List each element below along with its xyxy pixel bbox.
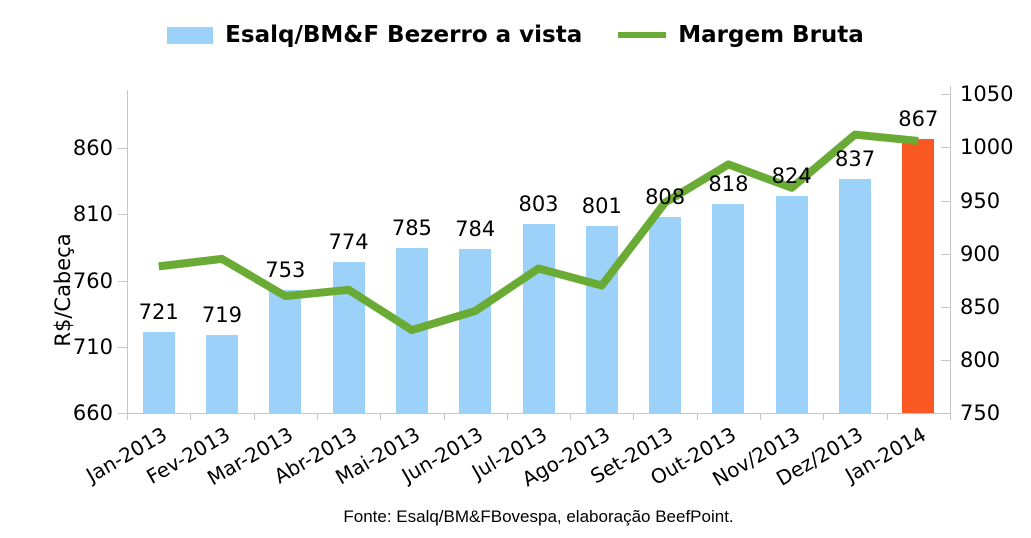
x-axis-tick bbox=[317, 414, 318, 420]
bar bbox=[712, 203, 745, 413]
left-axis-tick bbox=[118, 280, 127, 282]
bar bbox=[649, 217, 682, 413]
left-axis-tick-label: 810 bbox=[72, 202, 113, 227]
bar-value-label: 753 bbox=[265, 257, 306, 282]
x-axis-tick bbox=[887, 414, 888, 420]
x-axis-tick bbox=[380, 414, 381, 420]
legend-item-line-series: Margem Bruta bbox=[618, 22, 864, 48]
right-axis-tick bbox=[941, 94, 950, 96]
x-axis-tick bbox=[570, 414, 571, 420]
x-axis-tick bbox=[444, 414, 445, 420]
bar bbox=[839, 178, 872, 413]
left-axis-line bbox=[127, 90, 128, 413]
bar-value-label: 719 bbox=[201, 302, 242, 327]
right-axis-tick-label: 900 bbox=[960, 241, 1001, 266]
bar-value-label: 837 bbox=[834, 146, 876, 171]
bar bbox=[585, 226, 618, 413]
x-axis-line bbox=[127, 413, 951, 414]
legend-item-bar-series: Esalq/BM&F Bezerro a vista bbox=[167, 22, 582, 48]
bar bbox=[522, 223, 555, 413]
left-axis-tick bbox=[118, 346, 127, 348]
line-series-swatch-icon bbox=[618, 32, 667, 38]
bar-series-swatch-icon bbox=[167, 26, 214, 44]
bar bbox=[205, 334, 238, 413]
left-axis-tick-label: 710 bbox=[72, 334, 113, 359]
left-axis-tick bbox=[118, 148, 127, 150]
right-axis-tick-label: 950 bbox=[960, 188, 1001, 213]
right-axis-tick-label: 850 bbox=[960, 294, 1001, 319]
x-axis-tick bbox=[190, 414, 191, 420]
right-axis-tick-label: 1050 bbox=[960, 82, 1014, 107]
left-axis-tick bbox=[118, 214, 127, 216]
x-axis-tick bbox=[697, 414, 698, 420]
source-footer: Fonte: Esalq/BM&FBovespa, elaboração Bee… bbox=[343, 507, 734, 526]
right-axis-tick bbox=[941, 147, 950, 149]
right-axis-line bbox=[950, 86, 951, 413]
bar-value-label: 867 bbox=[898, 106, 939, 131]
x-axis-tick bbox=[507, 414, 508, 420]
bar-highlight bbox=[902, 138, 935, 413]
bar bbox=[332, 262, 365, 413]
right-axis-tick bbox=[941, 359, 950, 361]
bar-value-label: 784 bbox=[455, 216, 496, 241]
x-axis-tick bbox=[633, 414, 634, 420]
bar bbox=[269, 289, 302, 413]
x-axis-tick bbox=[950, 414, 951, 420]
bar bbox=[142, 332, 175, 413]
right-axis-tick-label: 1000 bbox=[960, 135, 1014, 160]
left-axis-tick-label: 760 bbox=[72, 268, 113, 293]
x-axis-tick bbox=[823, 414, 824, 420]
right-axis-tick-label: 750 bbox=[960, 401, 1001, 425]
line-series-legend-label: Margem Bruta bbox=[678, 22, 864, 48]
x-axis-tick bbox=[127, 414, 128, 420]
bar bbox=[775, 195, 808, 413]
left-axis-tick bbox=[118, 413, 127, 414]
right-axis-tick bbox=[941, 306, 950, 308]
right-axis-tick-label: 800 bbox=[960, 347, 1001, 372]
bar-series-legend-label: Esalq/BM&F Bezerro a vista bbox=[225, 22, 583, 48]
x-axis-tick bbox=[254, 414, 255, 420]
left-axis-tick-label: 860 bbox=[72, 136, 113, 161]
right-axis-tick bbox=[941, 253, 950, 255]
left-axis-tick-label: 660 bbox=[72, 401, 113, 425]
x-axis-tick bbox=[760, 414, 761, 420]
bar bbox=[459, 248, 492, 413]
chart-legend: Esalq/BM&F Bezerro a vista Margem Bruta bbox=[0, 22, 1031, 48]
right-axis-tick bbox=[941, 200, 950, 202]
bar bbox=[395, 247, 428, 413]
right-axis-tick bbox=[941, 413, 950, 414]
